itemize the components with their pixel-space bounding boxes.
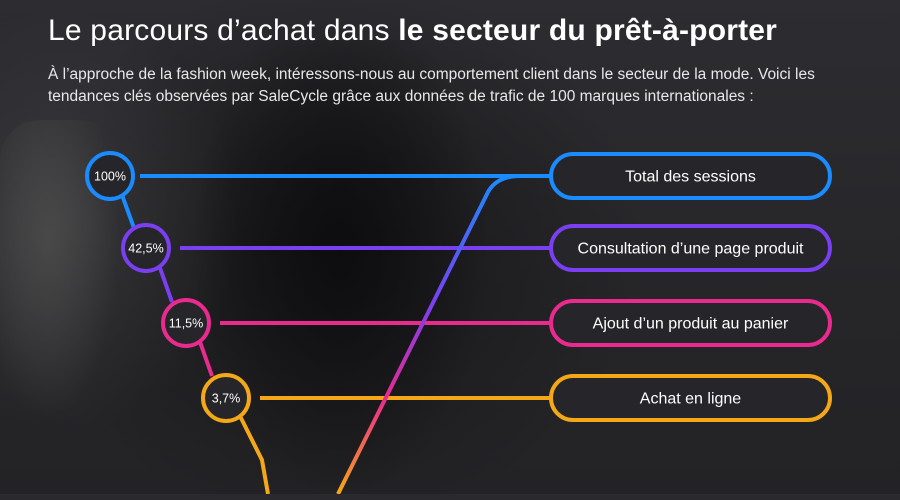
step-circle-sessions: 100% [85, 151, 135, 201]
connector-4-end [238, 415, 270, 494]
connector-2-3 [158, 267, 174, 303]
page-title: Le parcours d’achat dans le secteur du p… [48, 14, 777, 48]
percent-product-page: 42,5% [128, 242, 163, 256]
step-circle-add-to-cart: 11,5% [161, 298, 211, 348]
pill-purchase: Achat en ligne [549, 374, 832, 422]
percent-purchase: 3,7% [212, 392, 241, 406]
page-subtitle: À l’approche de la fashion week, intéres… [48, 66, 815, 105]
label-product-page: Consultation d’une page produit [578, 241, 805, 258]
connector-1-2 [120, 194, 136, 229]
label-sessions: Total des sessions [625, 169, 756, 186]
diagonal-gradient-line [336, 174, 551, 494]
label-add-to-cart: Ajout d’un produit au panier [593, 316, 789, 333]
title-light: Le parcours d’achat dans [48, 14, 399, 47]
connector-3-4 [198, 341, 214, 377]
pill-product-page: Consultation d’une page produit [549, 224, 832, 272]
step-circle-product-page: 42,5% [121, 223, 171, 273]
pill-sessions: Total des sessions [549, 152, 832, 200]
percent-add-to-cart: 11,5% [169, 317, 204, 331]
background-figure [190, 40, 490, 500]
label-purchase: Achat en ligne [640, 391, 742, 408]
percent-sessions: 100% [94, 170, 126, 184]
title-bold: le secteur du prêt-à-porter [398, 14, 778, 47]
pill-add-to-cart: Ajout d’un produit au panier [549, 299, 832, 347]
step-circle-purchase: 3,7% [201, 373, 251, 423]
